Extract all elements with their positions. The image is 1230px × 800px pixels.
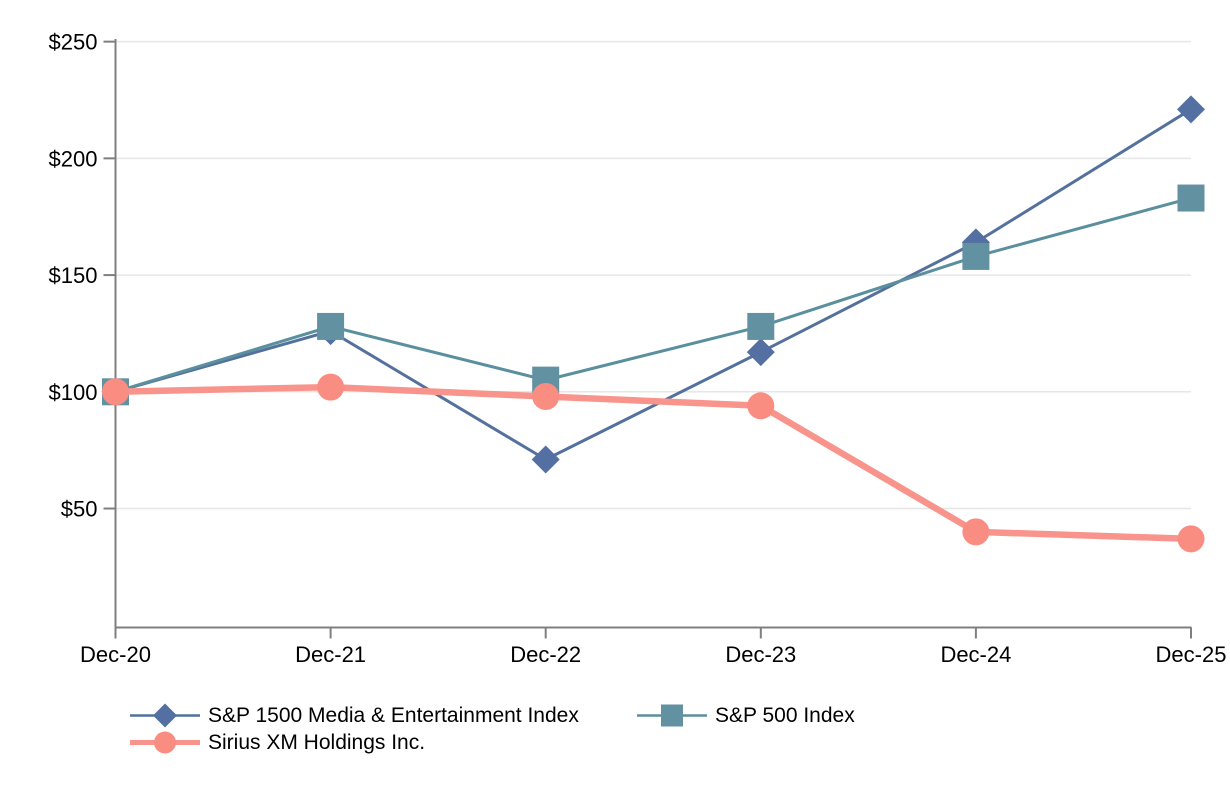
legend-item-sp1500-media-entertainment: S&P 1500 Media & Entertainment Index [130, 702, 637, 729]
circle-marker [154, 731, 176, 754]
x-tick-label: Dec-23 [725, 642, 796, 667]
square-marker [317, 312, 345, 340]
y-tick-label: $100 [49, 380, 98, 405]
x-tick-label: Dec-22 [510, 642, 581, 667]
x-tick-label: Dec-24 [940, 642, 1011, 667]
circle-marker [962, 518, 990, 546]
diamond-marker [1177, 95, 1205, 124]
series-line-0 [114, 107, 1193, 461]
square-marker [661, 704, 683, 727]
circle-marker [1177, 525, 1205, 553]
square-marker [962, 242, 990, 270]
series-line-1 [114, 196, 1193, 394]
x-tick-label: Dec-20 [80, 642, 151, 667]
circle-marker [532, 382, 560, 410]
diamond-marker [746, 338, 775, 367]
y-tick-label: $200 [49, 146, 98, 171]
legend-label: S&P 500 Index [715, 703, 855, 727]
chart-legend: S&P 1500 Media & Entertainment Index S&P… [130, 702, 855, 756]
square-marker [1177, 184, 1205, 212]
circle-marker [317, 373, 345, 401]
x-tick-label: Dec-25 [1156, 642, 1227, 667]
diamond-marker-icon [130, 703, 200, 728]
y-tick-label: $50 [61, 497, 98, 522]
square-marker-icon [637, 704, 707, 727]
legend-label: Sirius XM Holdings Inc. [208, 730, 426, 754]
diamond-marker [531, 445, 560, 474]
series-line-2 [112, 383, 1195, 543]
legend-item-sp500: S&P 500 Index [637, 702, 855, 729]
x-tick-label: Dec-21 [295, 642, 366, 667]
legend-item-sirius-xm: Sirius XM Holdings Inc. [130, 729, 637, 756]
square-marker [747, 312, 775, 340]
y-tick-label: $250 [49, 30, 98, 55]
diamond-marker [153, 703, 177, 728]
circle-marker [102, 378, 129, 406]
circle-marker [747, 392, 775, 420]
legend-label: S&P 1500 Media & Entertainment Index [208, 703, 579, 727]
y-tick-label: $150 [49, 263, 98, 288]
circle-marker-icon [130, 731, 200, 754]
